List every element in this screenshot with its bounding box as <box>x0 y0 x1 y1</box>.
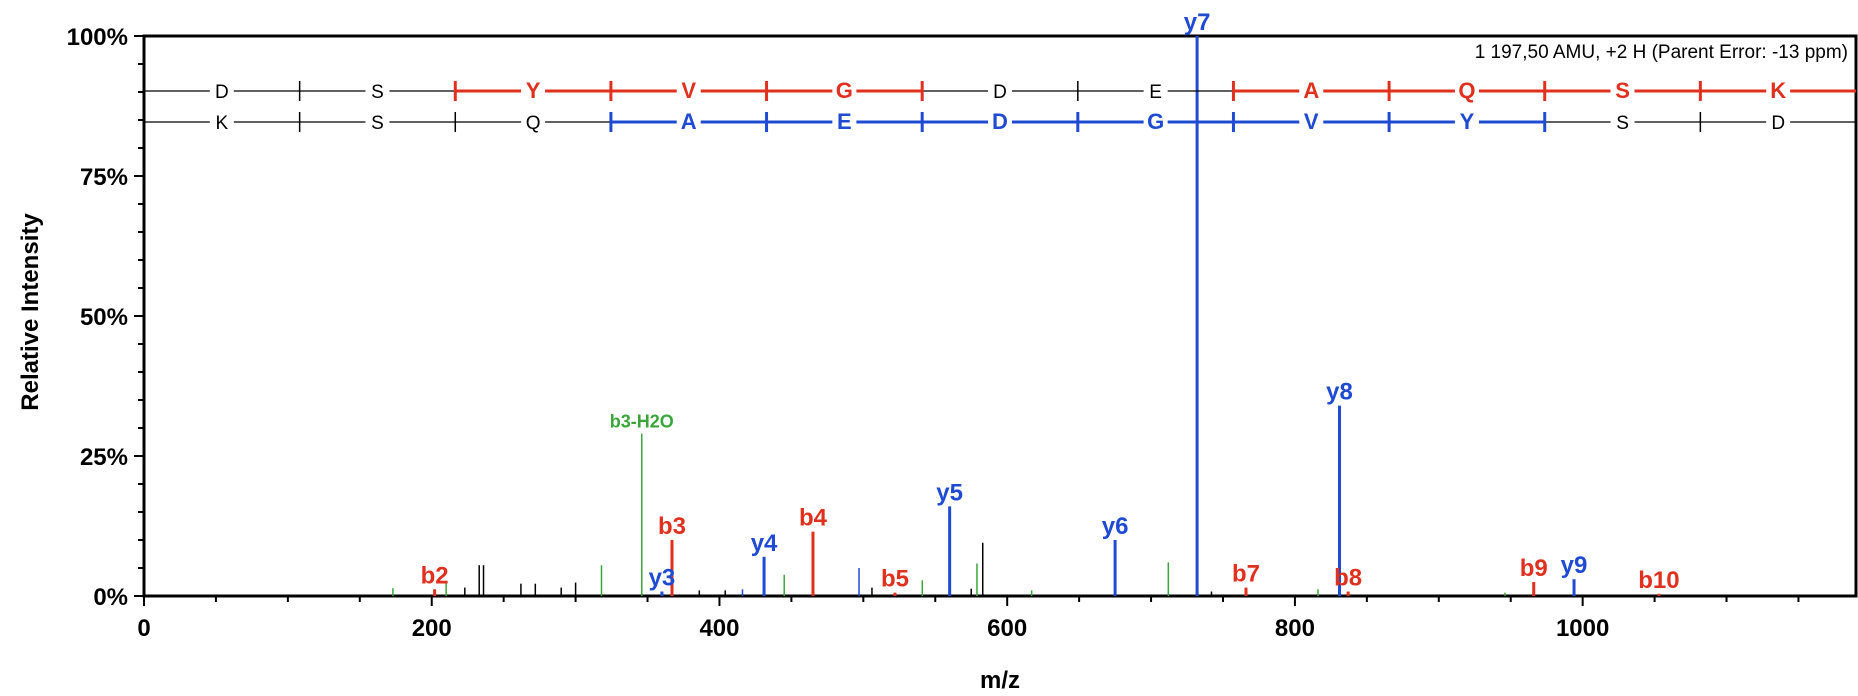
ion-label-b4: b4 <box>799 505 828 532</box>
x-tick-label: 600 <box>987 615 1027 642</box>
ion-label-b3-h2o: b3-H2O <box>610 412 674 432</box>
sequence-top-letter-bg <box>832 79 857 103</box>
sequence-bottom-letter-bg <box>832 110 857 134</box>
sequence-bottom-residue: E <box>837 109 852 134</box>
x-tick-label: 200 <box>412 615 452 642</box>
sequence-bottom-residue: K <box>215 113 228 134</box>
sequence-bottom-letter-bg <box>676 110 701 134</box>
y-tick-label: 75% <box>80 164 128 191</box>
sequence-top-residue: D <box>215 82 229 103</box>
y-tick-label: 0% <box>93 584 128 611</box>
y-axis-title: Relative Intensity <box>17 213 44 411</box>
sequence-bottom-letter-bg <box>1610 110 1635 134</box>
sequence-top-letter-bg <box>209 79 234 103</box>
x-tick-label: 1000 <box>1556 615 1609 642</box>
sequence-layer: D S Y V G D E A Q S K K S Q A E D G V Y S D <box>144 78 1856 134</box>
sequence-bottom-letter-bg <box>1766 110 1791 134</box>
y-tick-label: 50% <box>80 304 128 331</box>
sequence-top-residue: A <box>1303 78 1319 103</box>
sequence-bottom-residue: Q <box>526 113 541 134</box>
sequence-bottom-letter-bg <box>521 110 546 134</box>
ion-label-b3: b3 <box>658 513 686 540</box>
sequence-bottom-residue: S <box>1616 113 1629 134</box>
ion-label-y8: y8 <box>1326 379 1353 406</box>
sequence-bottom-residue: V <box>1304 109 1319 134</box>
sequence-bottom-letter-bg <box>1143 110 1168 134</box>
peaks-layer <box>392 36 1661 596</box>
y-tick-label: 100% <box>67 24 128 51</box>
sequence-bottom-residue: D <box>992 109 1008 134</box>
ion-label-b10: b10 <box>1638 567 1679 594</box>
sequence-bottom-residue: A <box>681 109 697 134</box>
ion-label-b5: b5 <box>881 566 909 593</box>
sequence-top-residue: S <box>1615 78 1630 103</box>
sequence-bottom-letter-bg <box>1299 110 1324 134</box>
ion-label-y6: y6 <box>1102 513 1129 540</box>
labels-layer: b2 b3 b4 b5 b7 b8 b9 b10 y3 y4 y5 y6 y7 y8 y9 b3-H2O <box>421 9 1680 594</box>
ion-label-y4: y4 <box>751 530 778 557</box>
ion-label-b9: b9 <box>1520 555 1548 582</box>
sequence-top-letter-bg <box>988 79 1012 103</box>
ion-label-b8: b8 <box>1334 565 1362 592</box>
ion-label-y3: y3 <box>649 565 676 592</box>
sequence-top-residue: Y <box>526 78 541 103</box>
sequence-top-residue: K <box>1770 78 1786 103</box>
sequence-top-letter-bg <box>1610 79 1635 103</box>
sequence-top-letter-bg <box>1143 79 1168 103</box>
sequence-bottom-letter-bg <box>1454 110 1479 134</box>
ion-label-y7: y7 <box>1184 9 1211 36</box>
x-tick-label: 800 <box>1275 615 1315 642</box>
sequence-bottom-residue: D <box>1771 113 1785 134</box>
sequence-bottom-letter-bg <box>365 110 390 134</box>
sequence-top-residue: S <box>371 82 384 103</box>
parent-ion-annotation: 1 197,50 AMU, +2 H (Parent Error: -13 pp… <box>1475 42 1848 63</box>
ion-label-y9: y9 <box>1561 552 1588 579</box>
sequence-top-letter-bg <box>1454 79 1479 103</box>
ion-label-b2: b2 <box>421 562 449 589</box>
sequence-top-letter-bg <box>1299 79 1324 103</box>
sequence-top-letter-bg <box>521 79 546 103</box>
sequence-top-residue: E <box>1149 82 1162 103</box>
sequence-top-residue: V <box>681 78 696 103</box>
sequence-top-residue: G <box>836 78 853 103</box>
axes-layer: 0% 25% 50% 75% 100% 0 200 400 600 800 1000 <box>67 24 1858 642</box>
y-tick-label: 25% <box>80 444 128 471</box>
x-tick-label: 400 <box>699 615 739 642</box>
sequence-bottom-residue: S <box>371 113 384 134</box>
sequence-bottom-residue: Y <box>1460 109 1475 134</box>
sequence-bottom-letter-bg <box>209 110 234 134</box>
ion-label-b7: b7 <box>1232 561 1260 588</box>
sequence-top-letter-bg <box>1766 79 1791 103</box>
x-tick-label: 0 <box>137 615 150 642</box>
ion-label-y5: y5 <box>936 479 963 506</box>
sequence-bottom-letter-bg <box>988 110 1012 134</box>
sequence-top-residue: D <box>993 82 1007 103</box>
sequence-top-letter-bg <box>676 79 701 103</box>
sequence-top-letter-bg <box>365 79 390 103</box>
sequence-top-residue: Q <box>1458 78 1475 103</box>
x-axis-title: m/z <box>980 667 1020 694</box>
sequence-bottom-residue: G <box>1147 109 1164 134</box>
